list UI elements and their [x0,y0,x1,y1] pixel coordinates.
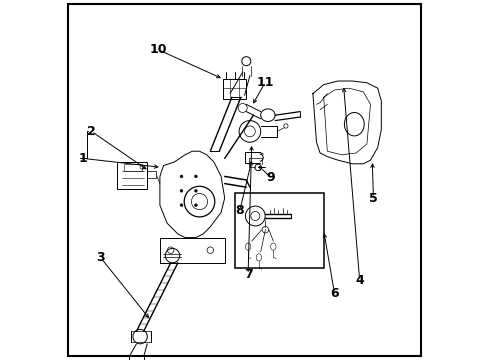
Text: 3: 3 [96,251,104,264]
Text: 10: 10 [149,43,166,56]
Text: 5: 5 [368,192,377,204]
Text: 9: 9 [265,171,274,184]
Bar [235,193,323,268]
Text: 6: 6 [329,287,338,300]
Bar [123,164,142,171]
Bar [223,79,246,99]
Bar [117,162,147,189]
Ellipse shape [180,204,183,207]
Text: 11: 11 [256,76,274,89]
Ellipse shape [180,175,183,178]
Text: 1: 1 [79,152,87,165]
Text: 4: 4 [355,274,364,287]
Text: 8: 8 [235,204,244,217]
Text: 7: 7 [243,268,252,281]
Ellipse shape [180,189,183,192]
Ellipse shape [194,204,197,207]
Text: 2: 2 [87,125,96,138]
Ellipse shape [194,175,197,178]
Ellipse shape [194,189,197,192]
